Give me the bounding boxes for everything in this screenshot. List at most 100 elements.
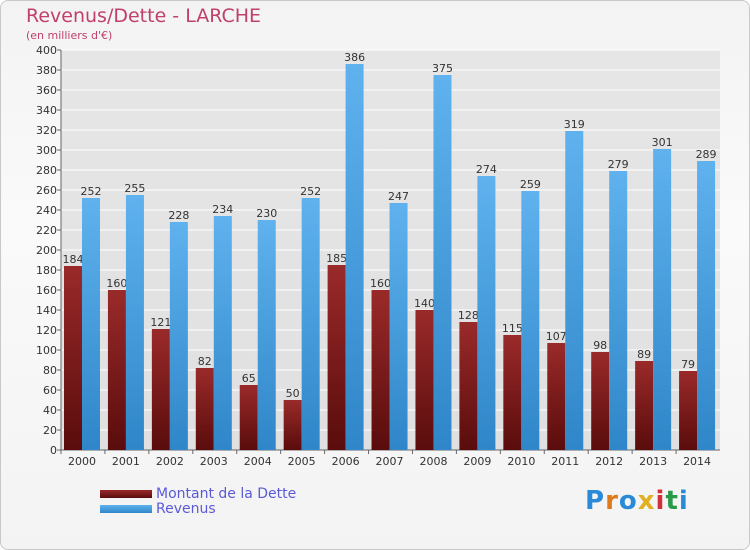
revenue-value-label: 319 xyxy=(564,118,585,131)
debt-value-label: 107 xyxy=(546,330,567,343)
y-tick-label: 60 xyxy=(43,384,57,397)
legend-item-revenue: Revenus xyxy=(100,500,296,517)
revenue-bar xyxy=(389,203,408,450)
debt-bar xyxy=(195,368,214,450)
x-tick-label: 2011 xyxy=(551,455,579,468)
revenue-value-label: 234 xyxy=(212,203,233,216)
debt-bar xyxy=(239,385,258,450)
debt-bar xyxy=(415,310,434,450)
debt-bar xyxy=(591,352,610,450)
debt-bar xyxy=(679,371,698,450)
x-tick-label: 2007 xyxy=(376,455,404,468)
legend-label-revenue: Revenus xyxy=(156,500,216,517)
revenue-value-label: 230 xyxy=(256,207,277,220)
y-tick-label: 80 xyxy=(43,364,57,377)
revenue-bar xyxy=(609,171,628,450)
revenue-value-label: 386 xyxy=(344,51,365,64)
debt-bar xyxy=(64,266,82,450)
y-tick-label: 300 xyxy=(36,144,57,157)
x-tick-label: 2002 xyxy=(156,455,184,468)
y-tick-label: 400 xyxy=(36,44,57,57)
revenue-bar xyxy=(697,161,716,450)
debt-value-label: 98 xyxy=(593,339,607,352)
y-tick-label: 220 xyxy=(36,224,57,237)
x-tick-label: 2010 xyxy=(507,455,535,468)
x-tick-label: 2006 xyxy=(332,455,360,468)
revenue-value-label: 274 xyxy=(476,163,497,176)
y-tick-label: 140 xyxy=(36,304,57,317)
revenue-bar xyxy=(345,64,364,450)
y-tick-label: 180 xyxy=(36,264,57,277)
legend-swatch-debt xyxy=(100,489,152,498)
x-tick-label: 2003 xyxy=(200,455,228,468)
revenue-bar xyxy=(477,176,496,450)
debt-bar xyxy=(371,290,390,450)
debt-value-label: 185 xyxy=(326,252,347,265)
x-tick-label: 2012 xyxy=(595,455,623,468)
x-tick-label: 2004 xyxy=(244,455,272,468)
revenue-value-label: 301 xyxy=(652,136,673,149)
legend-item-debt: Montant de la Dette xyxy=(100,485,297,502)
debt-value-label: 65 xyxy=(242,372,256,385)
revenue-bar xyxy=(565,131,584,450)
debt-value-label: 140 xyxy=(414,297,435,310)
y-tick-label: 320 xyxy=(36,124,57,137)
x-tick-label: 2001 xyxy=(112,455,140,468)
y-tick-label: 0 xyxy=(50,444,57,457)
revenue-value-label: 289 xyxy=(696,148,717,161)
revenue-value-label: 247 xyxy=(388,190,409,203)
debt-bar xyxy=(151,329,170,450)
x-tick-label: 2008 xyxy=(419,455,447,468)
x-tick-label: 2000 xyxy=(68,455,96,468)
debt-value-label: 79 xyxy=(681,358,695,371)
y-tick-label: 240 xyxy=(36,204,57,217)
revenue-value-label: 279 xyxy=(608,158,629,171)
debt-bar xyxy=(107,290,126,450)
x-tick-label: 2009 xyxy=(463,455,491,468)
legend: Montant de la Dette Revenus xyxy=(100,485,297,517)
revenue-bar xyxy=(521,191,540,450)
debt-value-label: 128 xyxy=(458,309,479,322)
y-tick-label: 280 xyxy=(36,164,57,177)
revenue-bar xyxy=(169,222,188,450)
x-tick-label: 2014 xyxy=(683,455,711,468)
y-tick-label: 200 xyxy=(36,244,57,257)
y-tick-label: 340 xyxy=(36,104,57,117)
debt-value-label: 115 xyxy=(502,322,523,335)
debt-value-label: 184 xyxy=(63,253,84,266)
x-tick-label: 2005 xyxy=(288,455,316,468)
revenue-bar xyxy=(653,149,672,450)
chart-title: Revenus/Dette - LARCHE xyxy=(26,5,262,27)
revenue-bar xyxy=(301,198,320,450)
revenue-bar xyxy=(433,75,452,450)
proxiti-logo: Proxiti xyxy=(585,486,689,516)
y-tick-label: 360 xyxy=(36,84,57,97)
debt-bar xyxy=(283,400,302,450)
revenue-value-label: 259 xyxy=(520,178,541,191)
debt-bar xyxy=(327,265,346,450)
y-tick-label: 160 xyxy=(36,284,57,297)
debt-bar xyxy=(635,361,654,450)
revenue-bar xyxy=(213,216,232,450)
y-tick-label: 100 xyxy=(36,344,57,357)
y-tick-label: 40 xyxy=(43,404,57,417)
chart-subtitle: (en milliers d'€) xyxy=(26,29,113,42)
revenue-value-label: 252 xyxy=(300,185,321,198)
revenue-bar xyxy=(125,195,144,450)
debt-value-label: 82 xyxy=(198,355,212,368)
revenue-value-label: 252 xyxy=(81,185,102,198)
debt-value-label: 89 xyxy=(637,348,651,361)
y-tick-label: 20 xyxy=(43,424,57,437)
y-tick-label: 120 xyxy=(36,324,57,337)
revenue-value-label: 228 xyxy=(168,209,189,222)
debt-bar xyxy=(503,335,522,450)
legend-label-debt: Montant de la Dette xyxy=(156,485,297,502)
debt-value-label: 160 xyxy=(106,277,127,290)
debt-bar xyxy=(459,322,478,450)
debt-value-label: 50 xyxy=(286,387,300,400)
revenue-value-label: 375 xyxy=(432,62,453,75)
legend-swatch-revenue xyxy=(100,504,152,513)
debt-bar xyxy=(547,343,566,450)
revenue-bar xyxy=(82,198,100,450)
